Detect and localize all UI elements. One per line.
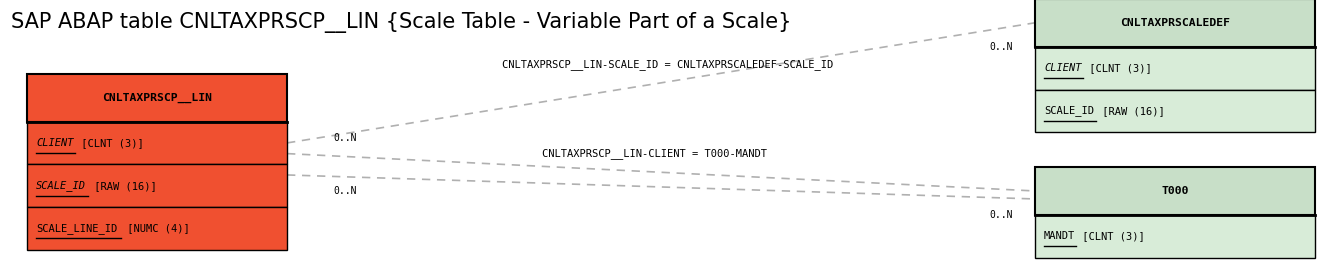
FancyBboxPatch shape (1035, 215, 1315, 258)
FancyBboxPatch shape (1035, 167, 1315, 215)
FancyBboxPatch shape (27, 207, 287, 250)
Text: [RAW (16)]: [RAW (16)] (88, 180, 156, 191)
Text: SCALE_ID: SCALE_ID (1044, 105, 1093, 116)
Text: CLIENT: CLIENT (1044, 63, 1081, 73)
Text: [CLNT (3)]: [CLNT (3)] (75, 138, 144, 148)
Text: [CLNT (3)]: [CLNT (3)] (1083, 63, 1152, 73)
Text: 0..N: 0..N (334, 133, 358, 143)
FancyBboxPatch shape (27, 164, 287, 207)
Text: CNLTAXPRSCP__LIN: CNLTAXPRSCP__LIN (101, 92, 212, 103)
FancyBboxPatch shape (1035, 89, 1315, 132)
Text: [CLNT (3)]: [CLNT (3)] (1076, 231, 1145, 241)
Text: [RAW (16)]: [RAW (16)] (1096, 106, 1164, 116)
Text: 0..N: 0..N (334, 186, 358, 196)
Text: SAP ABAP table CNLTAXPRSCP__LIN {Scale Table - Variable Part of a Scale}: SAP ABAP table CNLTAXPRSCP__LIN {Scale T… (11, 12, 792, 33)
Text: CNLTAXPRSCP__LIN-SCALE_ID = CNLTAXPRSCALEDEF-SCALE_ID: CNLTAXPRSCP__LIN-SCALE_ID = CNLTAXPRSCAL… (502, 59, 833, 70)
Text: CLIENT: CLIENT (36, 138, 73, 148)
Text: [NUMC (4)]: [NUMC (4)] (120, 223, 190, 233)
Text: 0..N: 0..N (989, 210, 1013, 220)
Text: 0..N: 0..N (989, 42, 1013, 52)
Text: CNLTAXPRSCP__LIN-CLIENT = T000-MANDT: CNLTAXPRSCP__LIN-CLIENT = T000-MANDT (542, 148, 766, 159)
Text: T000: T000 (1161, 186, 1188, 196)
FancyBboxPatch shape (1035, 0, 1315, 47)
FancyBboxPatch shape (27, 122, 287, 164)
Text: MANDT: MANDT (1044, 231, 1075, 241)
Text: SCALE_LINE_ID: SCALE_LINE_ID (36, 223, 117, 234)
FancyBboxPatch shape (27, 73, 287, 122)
Text: CNLTAXPRSCALEDEF: CNLTAXPRSCALEDEF (1120, 18, 1230, 28)
FancyBboxPatch shape (1035, 47, 1315, 89)
Text: SCALE_ID: SCALE_ID (36, 180, 85, 191)
